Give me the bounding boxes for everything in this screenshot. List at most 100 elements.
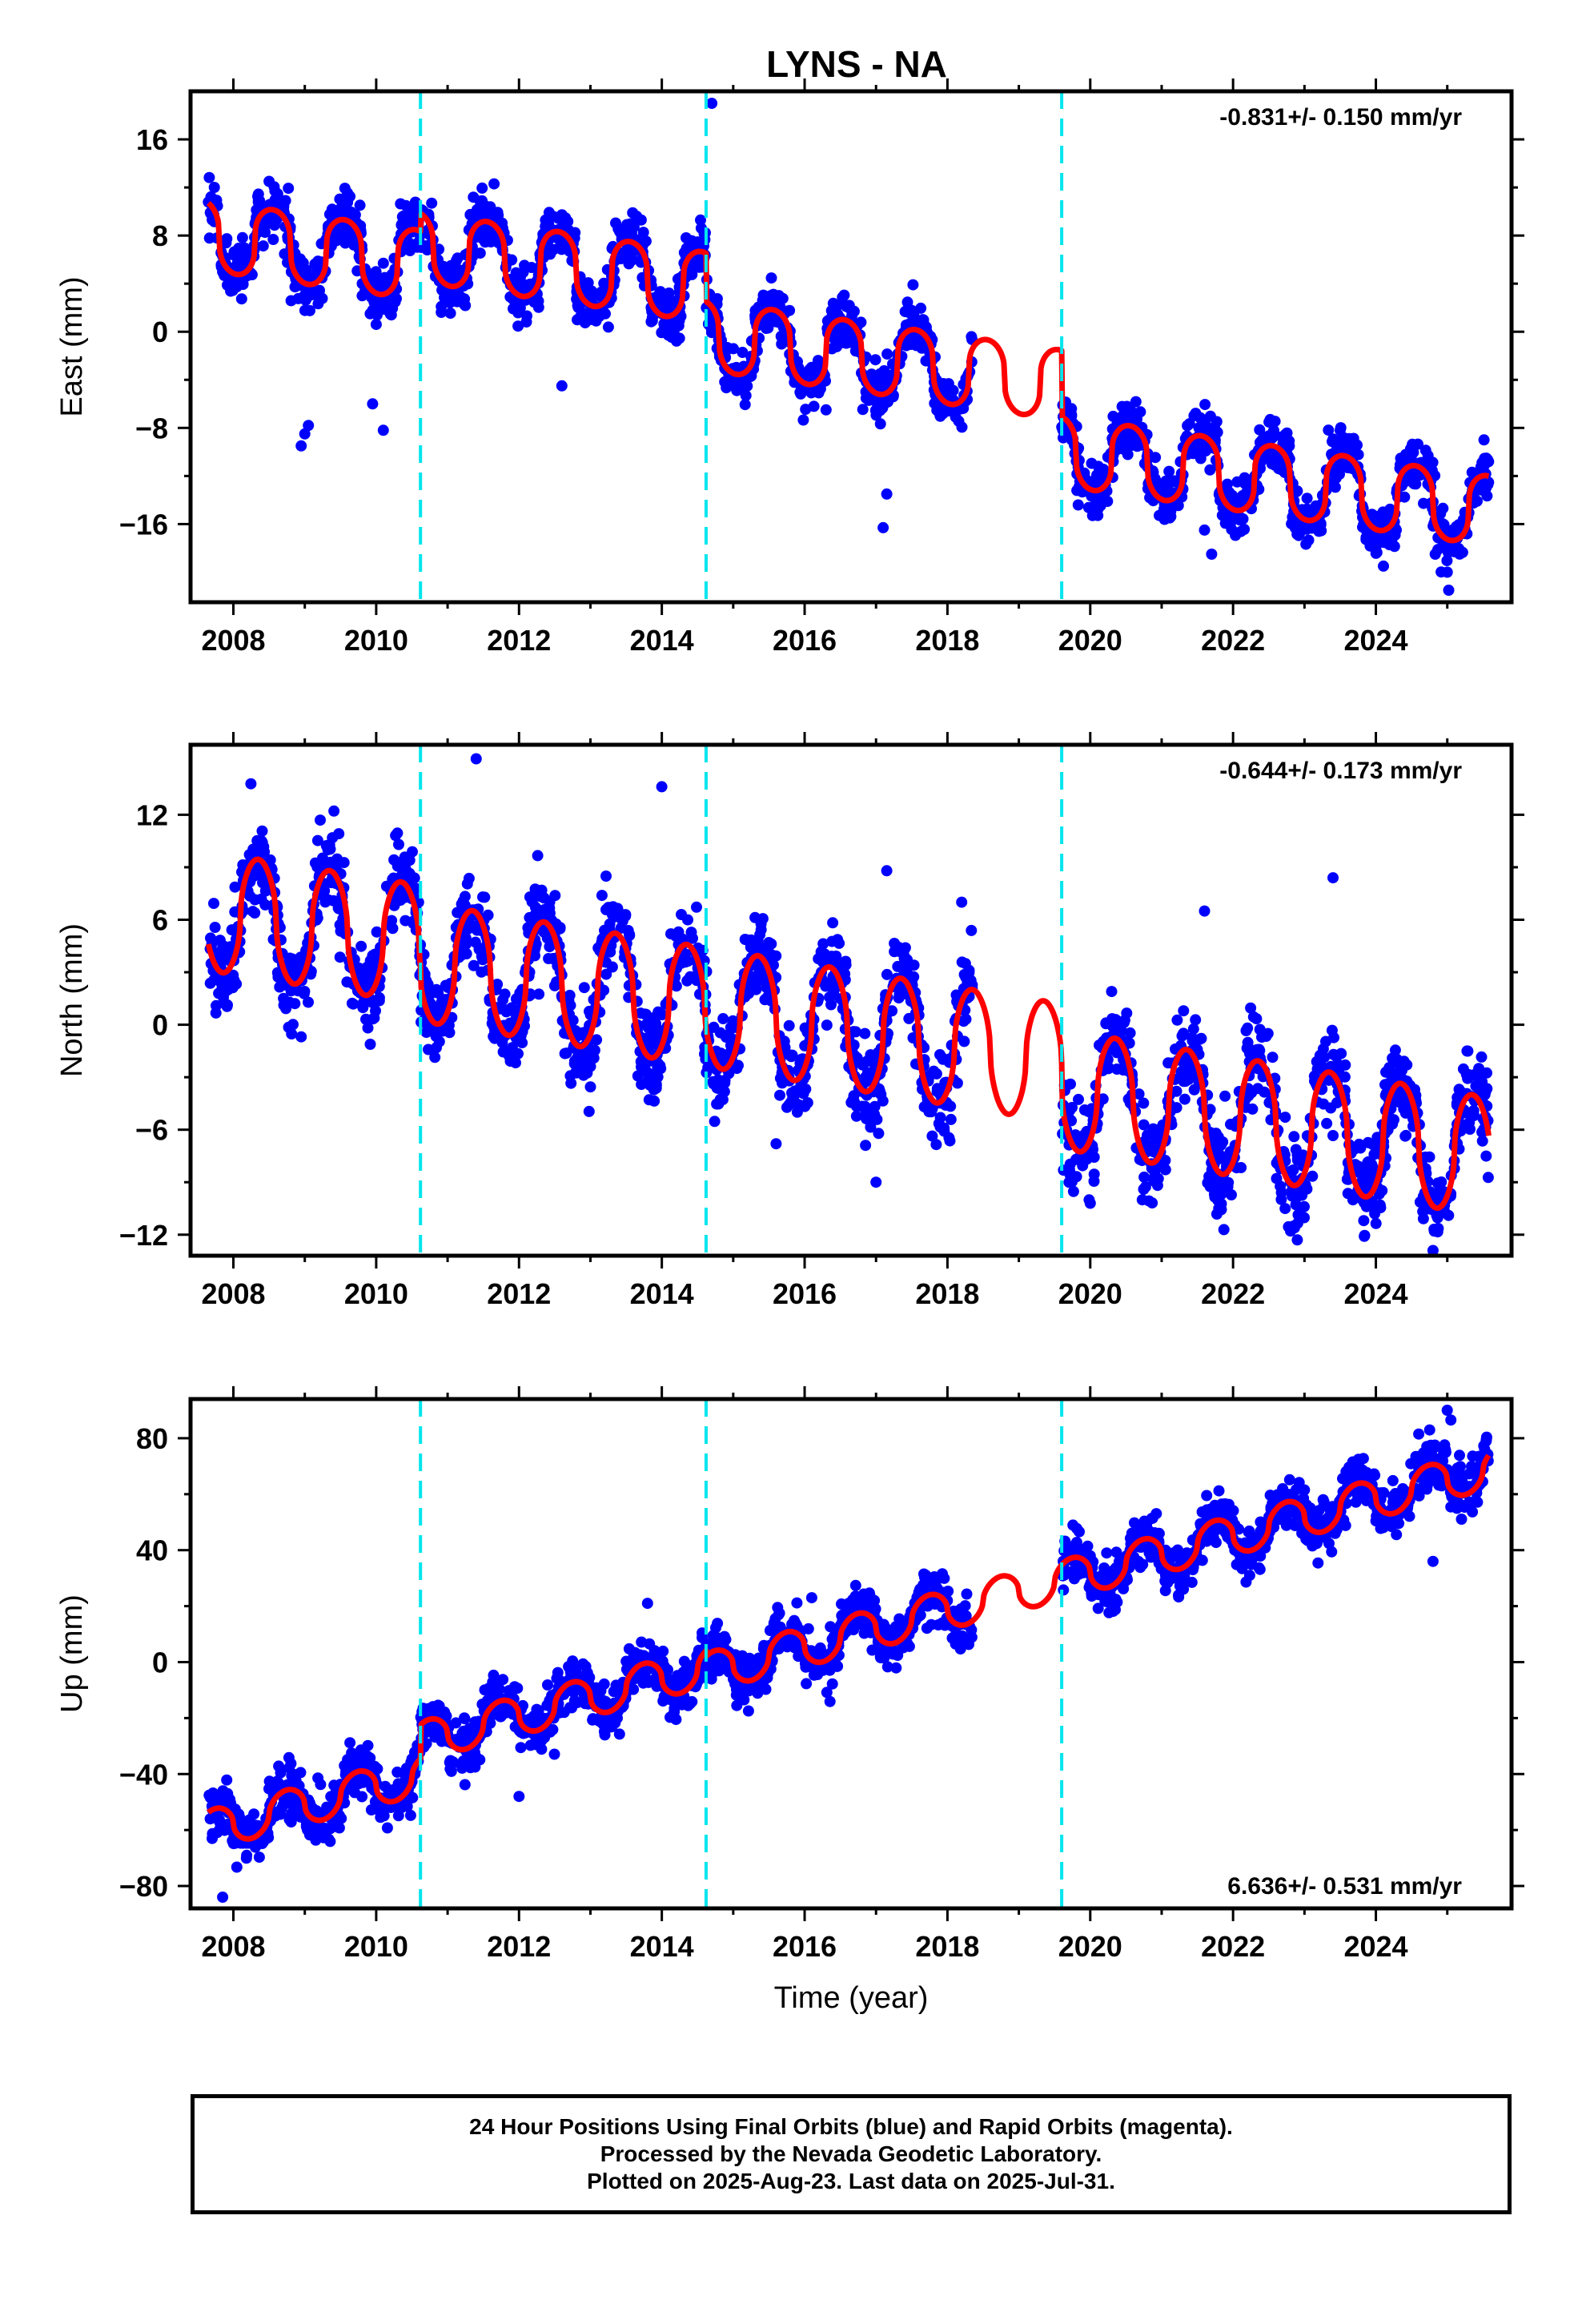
data-point [766, 272, 777, 283]
data-point [1252, 1083, 1263, 1094]
data-point [529, 909, 540, 920]
data-point [549, 890, 560, 901]
data-point [274, 982, 285, 993]
data-point [1339, 1059, 1351, 1071]
data-point [1443, 547, 1454, 558]
data-point [1400, 1130, 1411, 1141]
x-tick-label: 2020 [1058, 1277, 1122, 1310]
data-point [1390, 1044, 1401, 1055]
data-point [511, 274, 522, 285]
data-point [569, 1057, 580, 1068]
data-point [957, 956, 968, 967]
data-point [1315, 1050, 1326, 1061]
data-point [934, 1049, 946, 1060]
data-point [614, 227, 625, 238]
data-point [1482, 456, 1493, 468]
data-point [1091, 469, 1102, 480]
outlier-point [706, 98, 717, 109]
outlier-point [770, 1138, 781, 1149]
data-point [798, 1088, 809, 1100]
data-point [287, 961, 298, 972]
data-point [218, 992, 229, 1003]
data-point [644, 1094, 655, 1105]
x-tick-label: 2024 [1343, 1277, 1407, 1310]
y-tick-label: 0 [152, 316, 168, 348]
data-point [1302, 493, 1313, 504]
data-point [1296, 521, 1307, 533]
data-point [1307, 1171, 1318, 1182]
data-point [1146, 1197, 1158, 1208]
data-point [784, 305, 795, 316]
data-point [600, 904, 612, 915]
data-point [301, 264, 312, 275]
data-point [407, 846, 418, 858]
data-point [1270, 416, 1281, 427]
data-point [636, 1061, 647, 1072]
data-point [1210, 1136, 1221, 1148]
data-point [1271, 1173, 1283, 1184]
data-point [236, 293, 247, 304]
data-point [1320, 1036, 1331, 1047]
data-point [1241, 1025, 1252, 1036]
data-point [325, 857, 336, 868]
y-tick-label: 12 [136, 798, 168, 831]
data-point [211, 1007, 222, 1019]
y-tick-label: 8 [152, 219, 168, 252]
data-point [1180, 1076, 1191, 1087]
y-axis-label: North (mm) [55, 923, 89, 1077]
data-point [295, 1031, 307, 1043]
data-point [655, 1063, 666, 1074]
data-point [1121, 1007, 1132, 1019]
outlier-point [656, 781, 668, 792]
outlier-point [1206, 549, 1217, 560]
panel-2: 2008 2010 2012 2014 2016 2018 2020 2022 20241260… [55, 732, 1524, 1310]
data-point [631, 211, 642, 222]
data-point [395, 199, 406, 210]
data-point [784, 1020, 795, 1031]
data-point [460, 939, 472, 950]
data-point [1126, 435, 1138, 446]
data-point [1461, 1045, 1472, 1056]
outlier-point [295, 440, 307, 452]
data-points [203, 98, 1494, 596]
data-point [1339, 1072, 1351, 1083]
data-point [1321, 1118, 1332, 1129]
x-tick-label: 2014 [630, 624, 694, 657]
data-point [1122, 449, 1134, 460]
data-point [931, 1068, 942, 1080]
data-point [400, 863, 412, 875]
data-point [498, 1047, 509, 1058]
data-point [1256, 1031, 1267, 1043]
data-point [682, 915, 693, 926]
data-point [1163, 466, 1174, 477]
data-point [1201, 423, 1212, 434]
data-point [626, 253, 637, 264]
data-point [333, 828, 344, 839]
data-point [591, 316, 602, 327]
data-point [926, 1131, 938, 1142]
data-point [578, 1070, 589, 1081]
data-point [205, 978, 216, 989]
data-point [723, 376, 734, 388]
data-point [1267, 1051, 1279, 1063]
data-point [463, 923, 474, 935]
velocity-annotation: -0.644+/- 0.173 mm/yr [1219, 758, 1462, 784]
data-point [1469, 1069, 1480, 1080]
data-point [1483, 1172, 1494, 1183]
data-point [584, 1106, 595, 1117]
data-point [686, 269, 697, 280]
data-point [476, 967, 487, 978]
data-point [540, 215, 551, 226]
data-point [1300, 539, 1311, 550]
data-point [347, 998, 358, 1009]
data-point [1479, 434, 1490, 445]
data-point [370, 949, 381, 960]
data-point [257, 826, 268, 837]
x-tick-label: 2018 [915, 1277, 979, 1310]
data-point [1182, 420, 1193, 432]
data-point [515, 302, 526, 313]
x-tick-label: 2022 [1201, 624, 1265, 657]
data-point [1477, 1136, 1488, 1147]
data-point [1154, 478, 1165, 489]
data-point [881, 348, 893, 360]
